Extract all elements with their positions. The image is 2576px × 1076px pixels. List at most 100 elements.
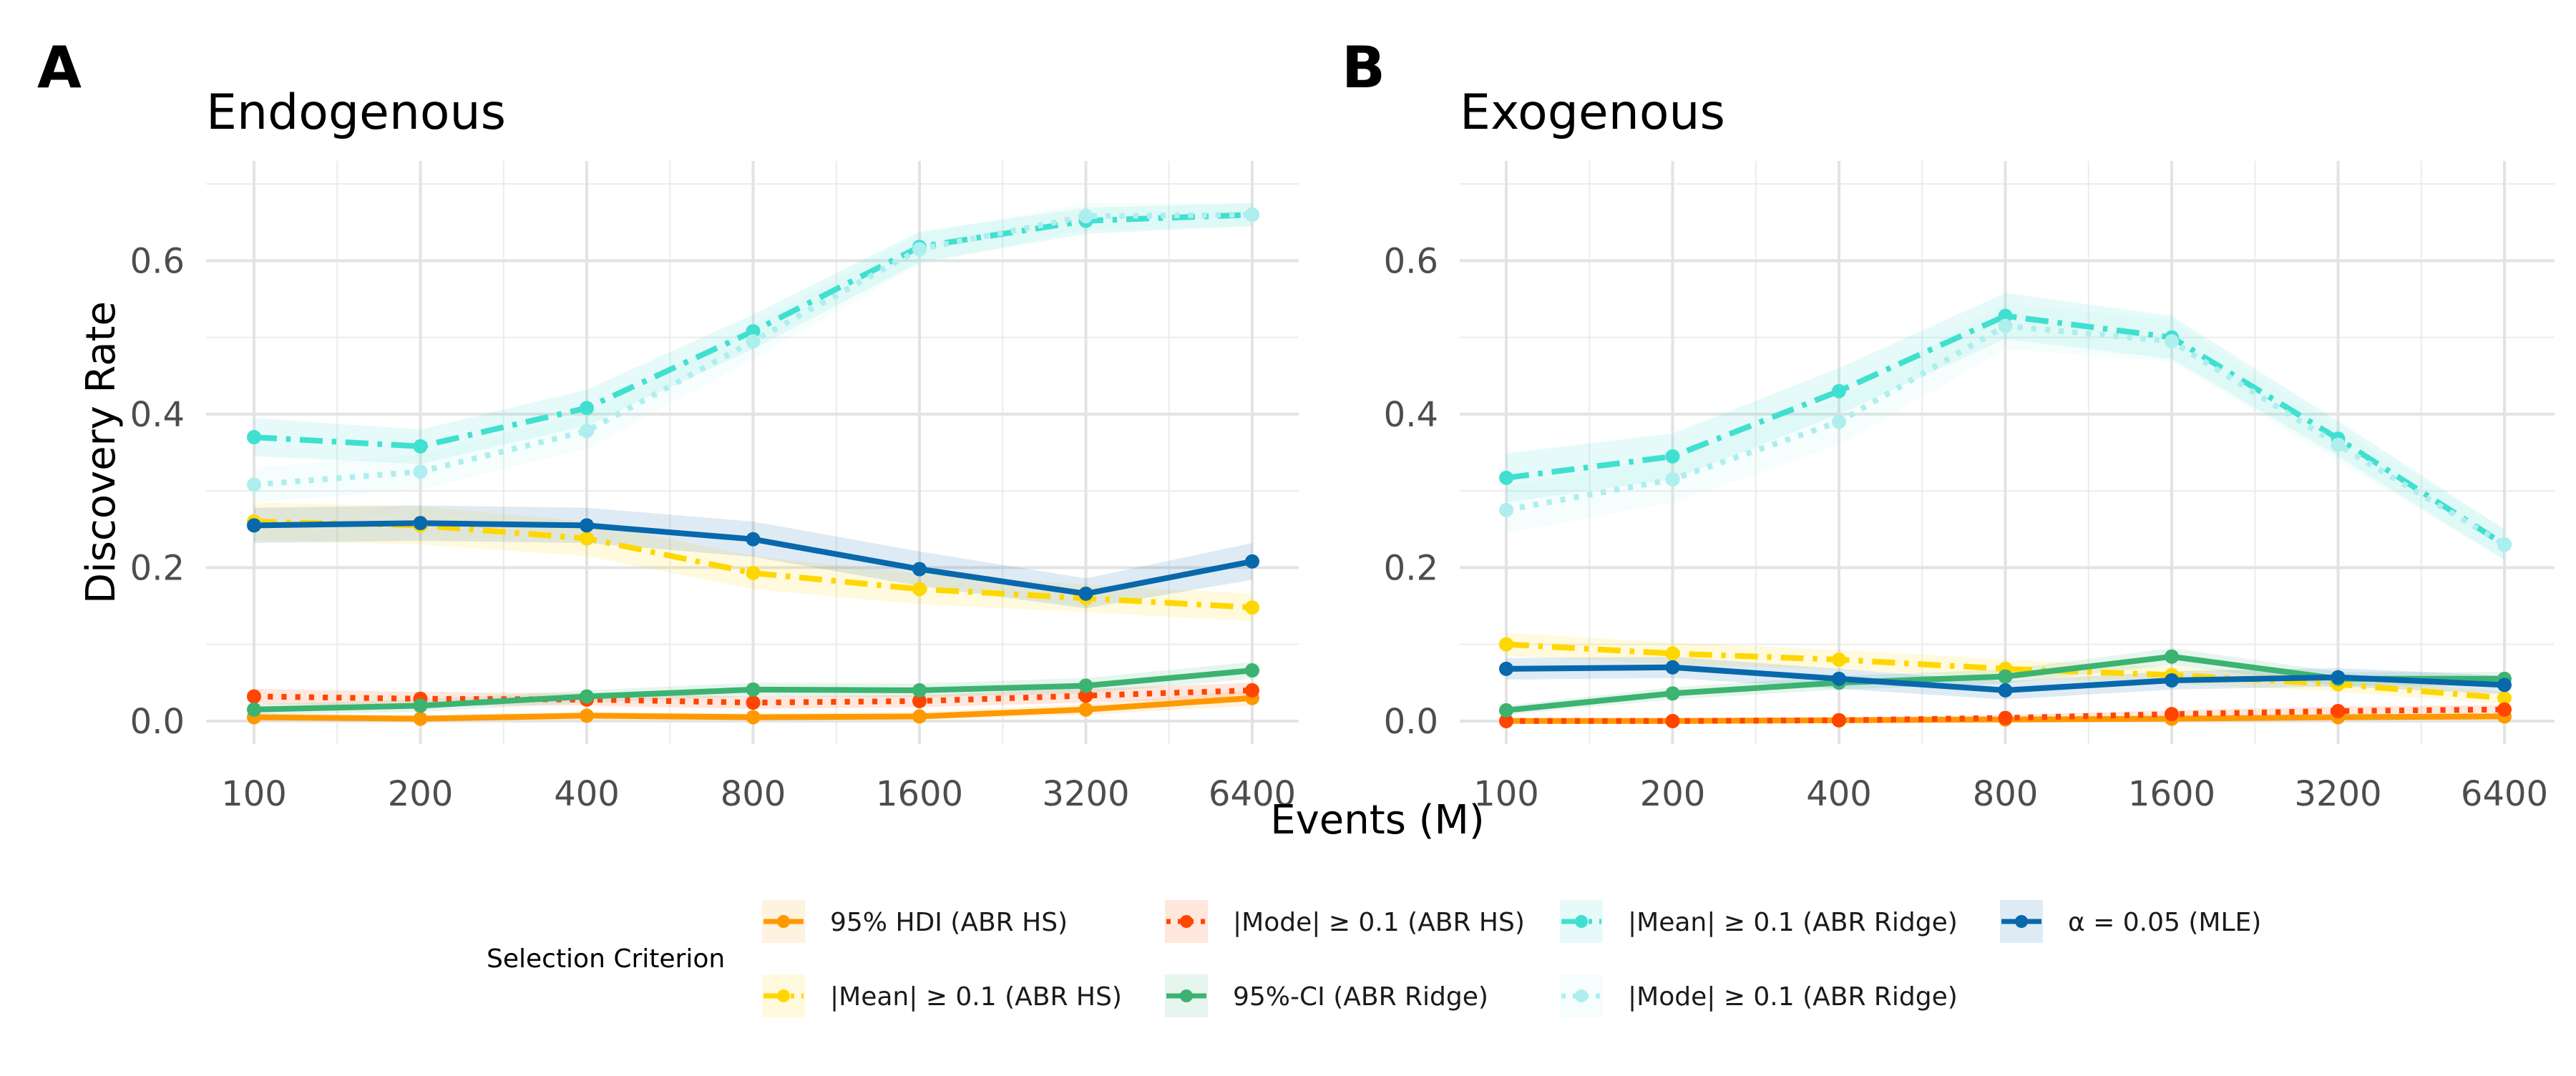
data-point-mean-0-1-abr-ridge <box>1998 308 2013 323</box>
x-tick-label: 800 <box>1973 774 2039 814</box>
data-point-95-hdi-abr-hs <box>1078 702 1093 717</box>
data-point-mean-0-1-abr-hs <box>1499 637 1513 652</box>
data-point-mean-0-1-abr-ridge <box>413 439 428 454</box>
x-axis-title: Events (M) <box>1270 797 1484 843</box>
data-point-0-05-mle <box>912 562 927 577</box>
x-tick-label: 3200 <box>1042 774 1129 814</box>
legend-key-point <box>2015 915 2028 928</box>
data-point-95-ci-abr-ridge <box>1499 703 1513 718</box>
legend-item: |Mode| ≥ 0.1 (ABR HS) <box>1165 900 1525 943</box>
legend-key-point <box>1180 989 1193 1002</box>
legend-label: 95% HDI (ABR HS) <box>830 908 1068 937</box>
x-tick-label: 400 <box>1806 774 1872 814</box>
x-tick-label: 100 <box>221 774 287 814</box>
panel-letter: A <box>37 34 82 101</box>
data-point-95-hdi-abr-hs <box>580 708 594 723</box>
legend-label: |Mode| ≥ 0.1 (ABR Ridge) <box>1628 982 1958 1012</box>
ribbon-mode-0-1-abr-hs <box>1506 705 2504 721</box>
data-point-mode-0-1-abr-hs <box>1245 683 1259 698</box>
data-point-95-ci-abr-ridge <box>1078 678 1093 693</box>
legend-item: 95% HDI (ABR HS) <box>762 900 1068 943</box>
legend-key-point <box>777 915 790 928</box>
data-point-mean-0-1-abr-hs <box>580 531 594 546</box>
data-point-mode-0-1-abr-hs <box>2497 702 2512 717</box>
y-tick-label: 0.2 <box>130 548 185 588</box>
data-point-0-05-mle <box>2165 672 2179 688</box>
legend-item: |Mode| ≥ 0.1 (ABR Ridge) <box>1560 974 1958 1017</box>
data-point-mode-0-1-abr-ridge <box>1832 414 1846 429</box>
data-point-mode-0-1-abr-hs <box>1078 688 1093 703</box>
data-point-mean-0-1-abr-ridge <box>1832 383 1846 398</box>
legend-key-point <box>1180 915 1193 928</box>
data-point-95-ci-abr-ridge <box>1998 669 2013 684</box>
data-point-mode-0-1-abr-ridge <box>1499 502 1513 517</box>
y-tick-label: 0.4 <box>1384 395 1438 435</box>
data-point-mode-0-1-abr-ridge <box>746 334 761 349</box>
y-axis-title: Discovery Rate <box>78 301 125 604</box>
ribbon-0-05-mle <box>1506 656 2504 700</box>
data-point-0-05-mle <box>1499 661 1513 676</box>
x-tick-label: 1600 <box>2128 774 2215 814</box>
data-point-mode-0-1-abr-hs <box>247 689 261 704</box>
legend-title: Selection Criterion <box>487 944 725 974</box>
data-point-mean-0-1-abr-ridge <box>1665 449 1680 464</box>
legend-label: α = 0.05 (MLE) <box>2068 908 2261 937</box>
data-point-0-05-mle <box>2331 670 2346 685</box>
data-point-0-05-mle <box>746 532 761 547</box>
data-point-mean-0-1-abr-ridge <box>1499 470 1513 485</box>
data-point-95-ci-abr-ridge <box>1245 663 1259 678</box>
x-tick-label: 400 <box>554 774 620 814</box>
ribbon-mode-0-1-abr-ridge <box>1506 303 2504 560</box>
legend-label: |Mode| ≥ 0.1 (ABR HS) <box>1233 908 1525 937</box>
data-point-mean-0-1-abr-hs <box>2497 690 2512 705</box>
data-point-95-hdi-abr-hs <box>413 711 428 726</box>
data-point-0-05-mle <box>580 518 594 533</box>
data-point-mean-0-1-abr-hs <box>912 582 927 597</box>
legend-label: 95%-CI (ABR Ridge) <box>1233 982 1488 1012</box>
data-point-95-ci-abr-ridge <box>580 689 594 704</box>
data-point-mean-0-1-abr-ridge <box>247 430 261 445</box>
y-tick-label: 0.0 <box>130 702 185 742</box>
x-tick-label: 200 <box>388 774 454 814</box>
data-point-mode-0-1-abr-hs <box>2331 703 2346 718</box>
panel-b: 0.0 0.2 0.4 0.6 100 200 400 800 1600 3200 6400 B Exo… <box>1342 34 2555 814</box>
data-point-mode-0-1-abr-ridge <box>2497 537 2512 552</box>
data-point-0-05-mle <box>247 518 261 533</box>
legend-key-point <box>777 989 790 1002</box>
panel-title: Exogenous <box>1460 84 1725 141</box>
legend-item: |Mean| ≥ 0.1 (ABR HS) <box>762 974 1122 1017</box>
data-point-mean-0-1-abr-ridge <box>580 401 594 416</box>
data-point-mean-0-1-abr-ridge <box>746 324 761 339</box>
data-point-mode-0-1-abr-ridge <box>1078 209 1093 224</box>
data-point-mean-0-1-abr-hs <box>746 565 761 580</box>
data-point-mode-0-1-abr-hs <box>1832 713 1846 728</box>
data-point-95-hdi-abr-hs <box>912 709 927 724</box>
x-tick-label: 100 <box>1473 774 1539 814</box>
legend-label: |Mean| ≥ 0.1 (ABR HS) <box>830 982 1122 1012</box>
data-point-mode-0-1-abr-hs <box>1665 713 1680 728</box>
data-point-mode-0-1-abr-ridge <box>1665 472 1680 487</box>
data-point-0-05-mle <box>2497 678 2512 693</box>
data-point-0-05-mle <box>1078 586 1093 601</box>
data-point-mode-0-1-abr-ridge <box>912 242 927 257</box>
data-point-mean-0-1-abr-hs <box>1665 646 1680 661</box>
data-point-95-hdi-abr-hs <box>746 710 761 725</box>
panel-letter: B <box>1342 34 1385 101</box>
data-point-mode-0-1-abr-ridge <box>580 424 594 439</box>
data-point-0-05-mle <box>1832 671 1846 686</box>
x-tick-label: 3200 <box>2294 774 2381 814</box>
data-point-95-ci-abr-ridge <box>413 698 428 713</box>
ribbon-mean-0-1-abr-ridge <box>1506 293 2504 560</box>
y-tick-label: 0.6 <box>130 241 185 281</box>
data-point-mode-0-1-abr-ridge <box>2331 437 2346 452</box>
data-point-mode-0-1-abr-hs <box>2165 707 2179 722</box>
data-point-mean-0-1-abr-hs <box>1832 652 1846 667</box>
x-tick-label: 1600 <box>876 774 963 814</box>
data-point-0-05-mle <box>1245 554 1259 569</box>
y-tick-label: 0.2 <box>1384 548 1438 588</box>
data-point-0-05-mle <box>1998 683 2013 698</box>
data-point-95-ci-abr-ridge <box>912 683 927 698</box>
legend-item: 95%-CI (ABR Ridge) <box>1165 974 1488 1017</box>
legend-key-point <box>1575 989 1588 1002</box>
